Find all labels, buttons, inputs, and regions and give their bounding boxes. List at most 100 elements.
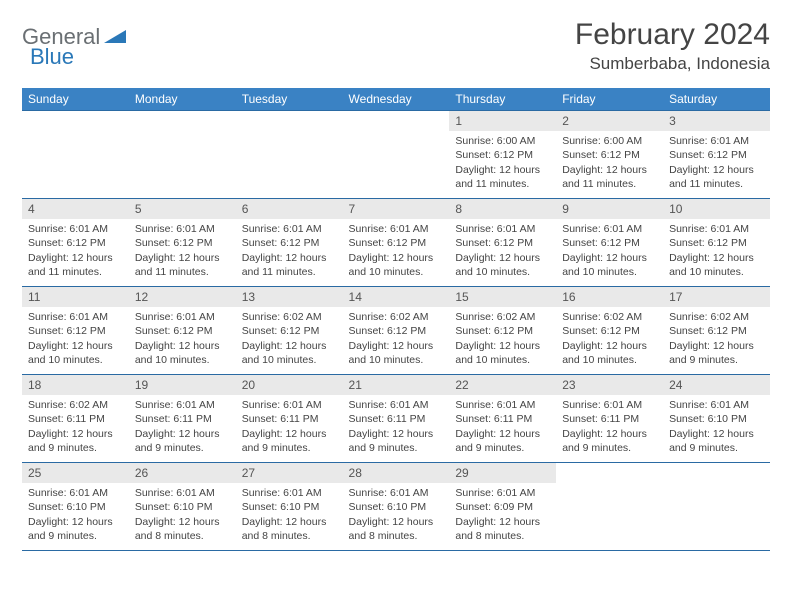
day-body: Sunrise: 6:02 AMSunset: 6:12 PMDaylight:… [236,307,343,371]
sunset-text: Sunset: 6:12 PM [455,324,550,338]
weekday-header: Wednesday [343,88,450,111]
daylight-text: Daylight: 12 hours and 8 minutes. [349,515,444,543]
sunset-text: Sunset: 6:12 PM [455,236,550,250]
day-body: Sunrise: 6:01 AMSunset: 6:12 PMDaylight:… [129,307,236,371]
daylight-text: Daylight: 12 hours and 10 minutes. [135,339,230,367]
sunset-text: Sunset: 6:12 PM [28,236,123,250]
sunrise-text: Sunrise: 6:02 AM [242,310,337,324]
sunrise-text: Sunrise: 6:01 AM [135,398,230,412]
sunset-text: Sunset: 6:12 PM [562,324,657,338]
day-body: Sunrise: 6:00 AMSunset: 6:12 PMDaylight:… [556,131,663,195]
day-body: Sunrise: 6:01 AMSunset: 6:11 PMDaylight:… [449,395,556,459]
daylight-text: Daylight: 12 hours and 9 minutes. [669,339,764,367]
calendar-cell: 6Sunrise: 6:01 AMSunset: 6:12 PMDaylight… [236,199,343,287]
daylight-text: Daylight: 12 hours and 11 minutes. [562,163,657,191]
calendar-week-row: 4Sunrise: 6:01 AMSunset: 6:12 PMDaylight… [22,199,770,287]
calendar-cell: 11Sunrise: 6:01 AMSunset: 6:12 PMDayligh… [22,287,129,375]
day-number: 13 [236,287,343,307]
calendar-cell: 27Sunrise: 6:01 AMSunset: 6:10 PMDayligh… [236,463,343,551]
sunset-text: Sunset: 6:12 PM [135,236,230,250]
daylight-text: Daylight: 12 hours and 10 minutes. [562,251,657,279]
calendar-cell: 2Sunrise: 6:00 AMSunset: 6:12 PMDaylight… [556,111,663,199]
sunrise-text: Sunrise: 6:01 AM [28,486,123,500]
sunrise-text: Sunrise: 6:01 AM [562,222,657,236]
day-body [22,131,129,138]
day-number: 20 [236,375,343,395]
calendar-cell [236,111,343,199]
sunrise-text: Sunrise: 6:01 AM [455,398,550,412]
sunset-text: Sunset: 6:09 PM [455,500,550,514]
calendar-table: Sunday Monday Tuesday Wednesday Thursday… [22,88,770,551]
day-number: 17 [663,287,770,307]
sunset-text: Sunset: 6:12 PM [562,148,657,162]
sunrise-text: Sunrise: 6:00 AM [455,134,550,148]
sunset-text: Sunset: 6:10 PM [349,500,444,514]
month-title: February 2024 [575,18,770,52]
day-number: 22 [449,375,556,395]
daylight-text: Daylight: 12 hours and 10 minutes. [669,251,764,279]
day-body: Sunrise: 6:01 AMSunset: 6:11 PMDaylight:… [556,395,663,459]
day-body: Sunrise: 6:01 AMSunset: 6:12 PMDaylight:… [663,219,770,283]
daylight-text: Daylight: 12 hours and 9 minutes. [28,427,123,455]
day-body: Sunrise: 6:00 AMSunset: 6:12 PMDaylight:… [449,131,556,195]
day-body: Sunrise: 6:01 AMSunset: 6:12 PMDaylight:… [449,219,556,283]
sunset-text: Sunset: 6:10 PM [242,500,337,514]
daylight-text: Daylight: 12 hours and 9 minutes. [242,427,337,455]
sunrise-text: Sunrise: 6:01 AM [349,222,444,236]
daylight-text: Daylight: 12 hours and 11 minutes. [669,163,764,191]
day-number: 25 [22,463,129,483]
weekday-header: Saturday [663,88,770,111]
day-number: 29 [449,463,556,483]
day-number: 14 [343,287,450,307]
day-number: 19 [129,375,236,395]
day-body: Sunrise: 6:01 AMSunset: 6:12 PMDaylight:… [556,219,663,283]
calendar-cell: 19Sunrise: 6:01 AMSunset: 6:11 PMDayligh… [129,375,236,463]
sunset-text: Sunset: 6:12 PM [669,236,764,250]
calendar-body: 1Sunrise: 6:00 AMSunset: 6:12 PMDaylight… [22,111,770,551]
day-body: Sunrise: 6:01 AMSunset: 6:11 PMDaylight:… [129,395,236,459]
calendar-cell: 12Sunrise: 6:01 AMSunset: 6:12 PMDayligh… [129,287,236,375]
sunset-text: Sunset: 6:11 PM [455,412,550,426]
sunset-text: Sunset: 6:12 PM [135,324,230,338]
day-body: Sunrise: 6:02 AMSunset: 6:11 PMDaylight:… [22,395,129,459]
calendar-cell: 4Sunrise: 6:01 AMSunset: 6:12 PMDaylight… [22,199,129,287]
day-body: Sunrise: 6:01 AMSunset: 6:12 PMDaylight:… [129,219,236,283]
weekday-header: Sunday [22,88,129,111]
sunset-text: Sunset: 6:12 PM [562,236,657,250]
day-body: Sunrise: 6:01 AMSunset: 6:10 PMDaylight:… [663,395,770,459]
day-body: Sunrise: 6:01 AMSunset: 6:10 PMDaylight:… [343,483,450,547]
daylight-text: Daylight: 12 hours and 8 minutes. [455,515,550,543]
sunset-text: Sunset: 6:12 PM [669,324,764,338]
sunrise-text: Sunrise: 6:01 AM [349,486,444,500]
calendar-cell: 28Sunrise: 6:01 AMSunset: 6:10 PMDayligh… [343,463,450,551]
calendar-cell: 5Sunrise: 6:01 AMSunset: 6:12 PMDaylight… [129,199,236,287]
calendar-cell: 29 Sunrise: 6:01 AMSunset: 6:09 PMDayligh… [449,463,556,551]
daylight-text: Daylight: 12 hours and 9 minutes. [28,515,123,543]
day-number: 23 [556,375,663,395]
day-number: 4 [22,199,129,219]
sunset-text: Sunset: 6:10 PM [135,500,230,514]
daylight-text: Daylight: 12 hours and 8 minutes. [135,515,230,543]
calendar-cell: 8Sunrise: 6:01 AMSunset: 6:12 PMDaylight… [449,199,556,287]
day-number: 11 [22,287,129,307]
daylight-text: Daylight: 12 hours and 10 minutes. [562,339,657,367]
sunset-text: Sunset: 6:11 PM [28,412,123,426]
calendar-cell [556,463,663,551]
calendar-cell [22,111,129,199]
day-body: Sunrise: 6:01 AMSunset: 6:12 PMDaylight:… [663,131,770,195]
weekday-header: Friday [556,88,663,111]
day-number: 21 [343,375,450,395]
sunset-text: Sunset: 6:12 PM [349,324,444,338]
sunrise-text: Sunrise: 6:01 AM [669,222,764,236]
sunrise-text: Sunrise: 6:01 AM [455,486,550,500]
day-body: Sunrise: 6:01 AMSunset: 6:11 PMDaylight:… [236,395,343,459]
sunset-text: Sunset: 6:12 PM [455,148,550,162]
weekday-header: Tuesday [236,88,343,111]
sunset-text: Sunset: 6:12 PM [669,148,764,162]
day-body: Sunrise: 6:01 AMSunset: 6:12 PMDaylight:… [22,307,129,371]
daylight-text: Daylight: 12 hours and 11 minutes. [135,251,230,279]
day-body: Sunrise: 6:02 AMSunset: 6:12 PMDaylight:… [663,307,770,371]
sunset-text: Sunset: 6:12 PM [242,236,337,250]
day-number: 6 [236,199,343,219]
sunrise-text: Sunrise: 6:01 AM [562,398,657,412]
